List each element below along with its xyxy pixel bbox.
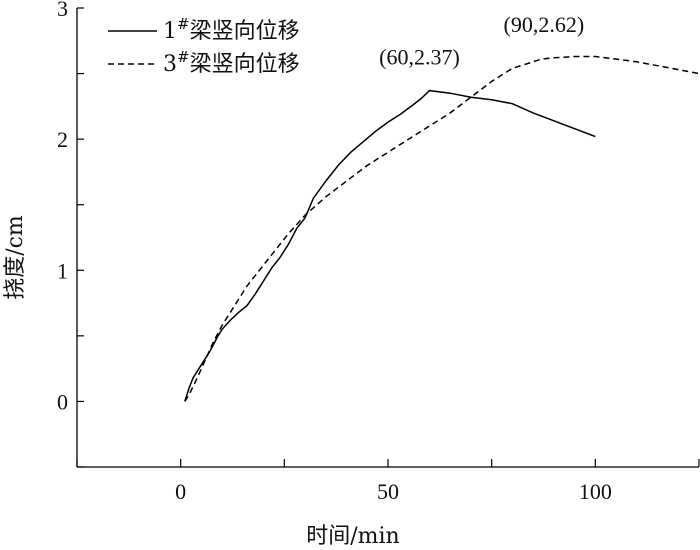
annotation-label-2: (90,2.62): [504, 12, 585, 37]
annotation-label-1: (60,2.37): [379, 45, 460, 70]
series-layer: [184, 55, 700, 402]
x-axis-title: 时间/min: [306, 524, 399, 549]
y-tick-label: 2: [57, 127, 68, 152]
x-tick-label: 50: [377, 479, 399, 504]
annotations: (60,2.37) (90,2.62): [379, 12, 584, 70]
legend-label-2: 3#梁竖向位移: [163, 48, 300, 77]
axes: 0 50 100 0 1 2 3: [57, 0, 700, 504]
y-tick-label: 1: [57, 258, 68, 283]
x-tick-label: 100: [579, 479, 612, 504]
x-tick-label: 0: [175, 479, 186, 504]
series-line-1: [184, 89, 596, 402]
legend-label-1: 1#梁竖向位移: [163, 15, 300, 44]
legend: 1#梁竖向位移 3#梁竖向位移: [108, 15, 300, 77]
series-line-2: [184, 55, 700, 402]
y-axis-title: 挠度/cm: [3, 215, 28, 300]
y-tick-label: 3: [57, 0, 68, 21]
y-tick-label: 0: [57, 389, 68, 414]
